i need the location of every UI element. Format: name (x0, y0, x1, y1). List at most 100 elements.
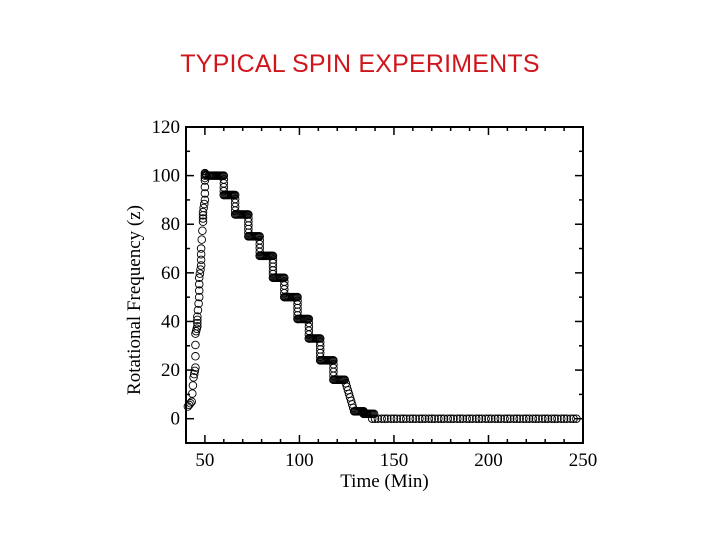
data-point (194, 286, 204, 295)
data-point (194, 292, 204, 302)
data-point (474, 414, 484, 423)
data-point (367, 414, 377, 423)
data-point (484, 414, 493, 423)
data-point (196, 249, 206, 259)
data-point (383, 414, 392, 423)
data-point (186, 399, 195, 408)
data-point (439, 414, 449, 423)
data-point (465, 414, 474, 423)
data-point (434, 414, 443, 423)
data-point (370, 414, 380, 423)
y-tick-label: 20 (161, 360, 180, 381)
data-point (471, 414, 481, 423)
axis-ticks: 50 100 150 200 250 0 20 40 60 80 100 120 (152, 117, 598, 471)
data-point (188, 389, 197, 398)
y-tick-label: 0 (171, 409, 181, 430)
x-tick-label: 50 (195, 450, 214, 471)
data-point (503, 414, 512, 423)
data-point (199, 203, 208, 213)
data-point (524, 414, 534, 423)
data-point (198, 226, 207, 235)
data-markers (183, 168, 581, 423)
data-point (534, 414, 543, 423)
data-point (566, 414, 575, 423)
y-tick-label: 120 (152, 117, 181, 138)
data-point (553, 414, 562, 423)
data-point (540, 414, 550, 423)
data-point (389, 414, 399, 423)
data-point (187, 397, 196, 406)
slide-title: TYPICAL SPIN EXPERIMENTS (180, 50, 540, 78)
data-point (446, 414, 455, 423)
data-point (528, 414, 538, 423)
data-point (559, 414, 569, 423)
data-point (415, 414, 424, 423)
data-point (515, 414, 524, 423)
data-point (436, 414, 446, 423)
data-point (380, 414, 389, 423)
data-point (200, 199, 209, 209)
data-point (194, 299, 203, 308)
data-point (408, 414, 418, 423)
data-point (200, 195, 210, 205)
y-tick-label: 40 (161, 311, 180, 332)
data-point (455, 414, 465, 423)
data-point (198, 207, 208, 217)
data-point (196, 261, 206, 270)
data-point (487, 414, 496, 423)
data-point (493, 414, 503, 423)
data-point (200, 182, 210, 192)
data-point (550, 414, 559, 423)
x-tick-label: 100 (285, 450, 314, 471)
data-point (405, 414, 415, 423)
data-point (392, 414, 402, 423)
data-point (477, 414, 487, 423)
data-point (198, 217, 208, 227)
data-point (519, 414, 528, 423)
data-point (481, 414, 490, 423)
x-tick-label: 150 (380, 450, 409, 471)
data-point (189, 373, 198, 382)
data-point (496, 414, 506, 423)
data-point (569, 414, 578, 423)
data-point (193, 305, 203, 315)
data-point (193, 318, 202, 328)
data-point (399, 414, 408, 423)
data-point (198, 214, 208, 223)
data-point (453, 414, 462, 423)
y-axis-label: Rotational Frequency (z) (124, 205, 145, 395)
data-point (490, 414, 500, 423)
x-tick-label: 250 (569, 450, 598, 471)
data-point (522, 414, 531, 423)
data-point (196, 255, 206, 265)
data-point (443, 414, 453, 423)
data-point (401, 414, 411, 423)
data-point (195, 269, 205, 278)
data-point (189, 369, 199, 379)
data-point (188, 381, 198, 390)
data-point (458, 414, 468, 423)
data-point (191, 352, 200, 361)
data-point (500, 414, 509, 423)
x-axis-label: Time (Min) (340, 471, 429, 492)
data-point (468, 414, 477, 423)
data-point (193, 315, 202, 325)
data-point (373, 414, 383, 423)
data-point (418, 414, 427, 423)
data-point (197, 235, 207, 244)
data-point (191, 340, 200, 350)
data-point (196, 244, 206, 253)
x-tick-label: 200 (474, 450, 503, 471)
data-point (547, 414, 557, 423)
data-point (411, 414, 420, 423)
data-point (386, 414, 396, 423)
data-point (377, 414, 386, 423)
data-point (396, 414, 405, 423)
data-point (505, 414, 515, 423)
data-point (193, 322, 202, 331)
data-point (509, 414, 519, 423)
data-point (543, 414, 553, 423)
y-tick-label: 60 (161, 263, 180, 284)
data-point (531, 414, 540, 423)
